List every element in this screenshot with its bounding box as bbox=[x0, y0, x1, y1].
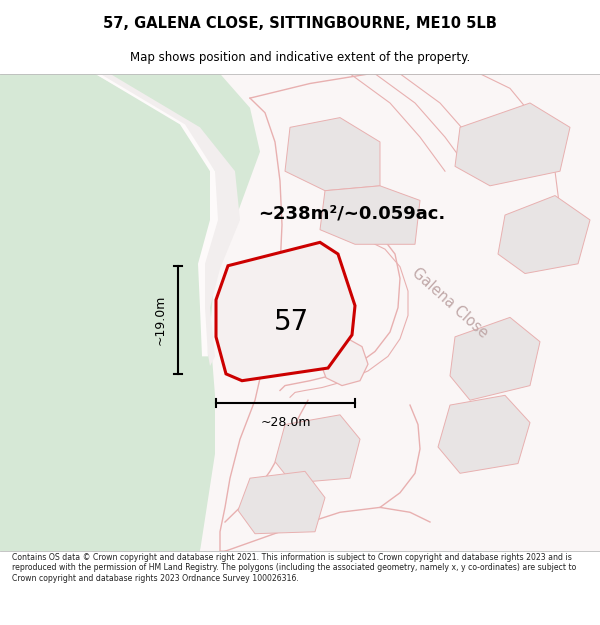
Text: ~19.0m: ~19.0m bbox=[154, 294, 167, 345]
Text: ~238m²/~0.059ac.: ~238m²/~0.059ac. bbox=[258, 204, 445, 222]
Polygon shape bbox=[498, 196, 590, 274]
Polygon shape bbox=[200, 74, 600, 551]
Text: Contains OS data © Crown copyright and database right 2021. This information is : Contains OS data © Crown copyright and d… bbox=[12, 552, 576, 582]
Text: 57, GALENA CLOSE, SITTINGBOURNE, ME10 5LB: 57, GALENA CLOSE, SITTINGBOURNE, ME10 5L… bbox=[103, 16, 497, 31]
Text: ~28.0m: ~28.0m bbox=[260, 416, 311, 429]
Polygon shape bbox=[216, 242, 355, 381]
Polygon shape bbox=[455, 103, 570, 186]
Polygon shape bbox=[285, 118, 380, 191]
Polygon shape bbox=[438, 396, 530, 473]
Text: 57: 57 bbox=[274, 308, 310, 336]
Polygon shape bbox=[450, 318, 540, 400]
Polygon shape bbox=[60, 74, 218, 356]
Text: Map shows position and indicative extent of the property.: Map shows position and indicative extent… bbox=[130, 51, 470, 64]
Text: Galena Close: Galena Close bbox=[409, 265, 491, 341]
Polygon shape bbox=[238, 471, 325, 534]
Polygon shape bbox=[275, 415, 360, 483]
Polygon shape bbox=[0, 74, 280, 551]
Polygon shape bbox=[40, 74, 240, 366]
Polygon shape bbox=[320, 186, 420, 244]
Polygon shape bbox=[318, 339, 368, 386]
